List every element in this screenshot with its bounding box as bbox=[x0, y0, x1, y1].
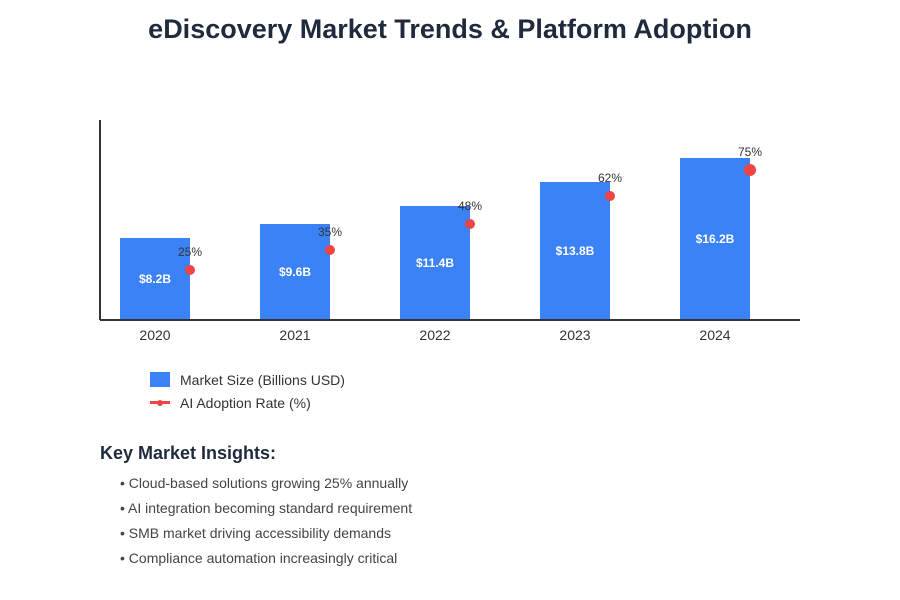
insight-item: AI integration becoming standard require… bbox=[120, 499, 800, 524]
bars-layer: $8.2B $9.6B $11.4B $13.8B $16.2B bbox=[120, 158, 750, 320]
bar bbox=[400, 206, 470, 320]
x-tick-label: 2024 bbox=[699, 327, 730, 343]
adoption-point bbox=[185, 265, 195, 275]
legend-item-market-size: Market Size (Billions USD) bbox=[150, 368, 345, 391]
adoption-value-label: 25% bbox=[178, 245, 202, 259]
legend-label-market-size: Market Size (Billions USD) bbox=[180, 371, 345, 388]
adoption-value-label: 75% bbox=[738, 145, 762, 159]
insight-item: Cloud-based solutions growing 25% annual… bbox=[120, 474, 800, 499]
insights-panel: Key Market Insights: Cloud-based solutio… bbox=[100, 443, 800, 574]
insights-list: Cloud-based solutions growing 25% annual… bbox=[100, 474, 800, 574]
adoption-point bbox=[744, 164, 756, 176]
legend-swatch-bar bbox=[150, 372, 170, 387]
bar bbox=[260, 224, 330, 320]
x-tick-label: 2022 bbox=[419, 327, 450, 343]
bar-value-label: $8.2B bbox=[139, 272, 171, 286]
legend-label-ai-adoption: AI Adoption Rate (%) bbox=[180, 394, 311, 411]
bar bbox=[680, 158, 750, 320]
legend-item-ai-adoption: AI Adoption Rate (%) bbox=[150, 391, 345, 414]
adoption-value-label: 35% bbox=[318, 225, 342, 239]
bar-value-label: $16.2B bbox=[696, 232, 735, 246]
bar-value-label: $11.4B bbox=[416, 256, 454, 270]
page-title: eDiscovery Market Trends & Platform Adop… bbox=[148, 14, 752, 44]
adoption-point bbox=[465, 219, 475, 229]
bar-value-label: $13.8B bbox=[556, 244, 595, 258]
bar bbox=[540, 182, 610, 320]
x-tick-label: 2021 bbox=[279, 327, 310, 343]
insight-item: Compliance automation increasingly criti… bbox=[120, 549, 800, 574]
insights-heading: Key Market Insights: bbox=[100, 443, 277, 463]
bar-value-label: $9.6B bbox=[279, 265, 311, 279]
x-tick-label: 2023 bbox=[559, 327, 590, 343]
x-tick-label: 2020 bbox=[139, 327, 170, 343]
adoption-value-label: 48% bbox=[458, 199, 482, 213]
adoption-point bbox=[605, 191, 615, 201]
legend-swatch-line bbox=[150, 395, 170, 410]
axes-layer: 2020 2021 2022 2023 2024 bbox=[99, 120, 800, 343]
insight-item: SMB market driving accessibility demands bbox=[120, 524, 800, 549]
legend: Market Size (Billions USD) AI Adoption R… bbox=[150, 368, 345, 414]
adoption-value-label: 62% bbox=[598, 171, 622, 185]
bar bbox=[120, 238, 190, 320]
market-chart: $8.2B $9.6B $11.4B $13.8B $16.2B 25% 35% 48% 62… bbox=[99, 120, 800, 343]
adoption-point bbox=[325, 245, 335, 255]
points-layer: 25% 35% 48% 62% 75% bbox=[178, 145, 762, 275]
